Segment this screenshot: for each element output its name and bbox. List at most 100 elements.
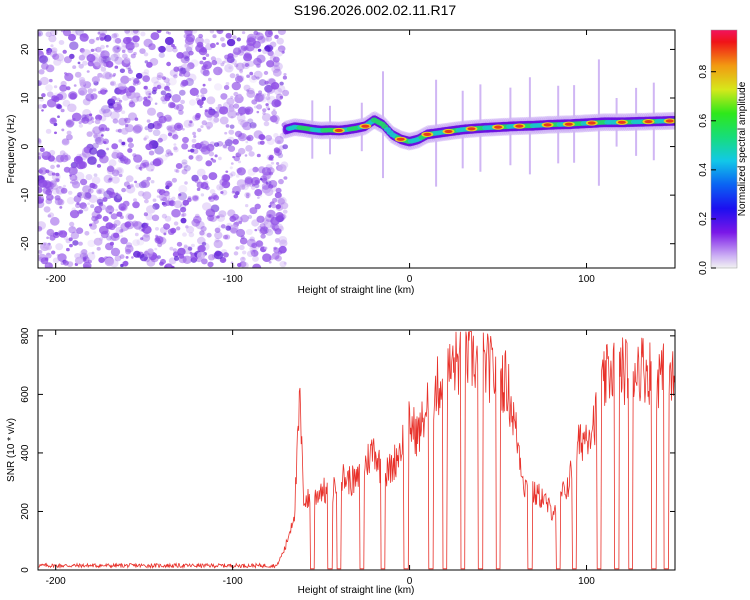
noise-blob — [142, 225, 152, 234]
noise-blob — [131, 77, 135, 81]
noise-blob — [38, 176, 41, 180]
noise-blob — [179, 203, 187, 210]
noise-blob — [164, 36, 174, 46]
noise-blob — [73, 155, 83, 165]
noise-blob — [224, 139, 233, 147]
noise-blob — [79, 250, 88, 258]
noise-blob — [254, 93, 264, 103]
noise-blob — [256, 240, 263, 247]
noise-blob — [234, 130, 243, 138]
noise-blob — [249, 236, 255, 242]
noise-blob — [181, 51, 191, 59]
noise-blob — [119, 229, 124, 233]
noise-blob — [93, 173, 98, 177]
noise-blob — [54, 131, 57, 135]
noise-blob — [182, 212, 187, 217]
noise-blob — [238, 106, 248, 115]
noise-blob — [193, 215, 202, 224]
noise-blob — [58, 40, 65, 45]
noise-blob — [180, 162, 188, 169]
noise-blob — [116, 194, 122, 199]
noise-blob — [180, 217, 187, 224]
noise-blob — [268, 184, 274, 190]
noise-blob — [86, 252, 96, 261]
noise-blob — [240, 256, 246, 262]
noise-blob — [195, 97, 201, 102]
noise-blob — [103, 141, 107, 144]
noise-blob — [252, 166, 259, 173]
noise-blob — [239, 237, 248, 245]
noise-blob — [191, 174, 199, 182]
noise-blob — [73, 195, 82, 203]
noise-blob — [262, 111, 266, 115]
noise-blob — [277, 198, 285, 205]
noise-blob — [202, 69, 210, 77]
spectrogram-y-tick-label: 20 — [20, 43, 31, 55]
noise-blob — [167, 31, 171, 35]
noise-blob — [50, 44, 54, 48]
noise-blob — [111, 151, 120, 159]
noise-blob — [216, 42, 219, 45]
noise-blob — [236, 228, 246, 238]
noise-blob — [143, 231, 151, 238]
noise-blob — [265, 105, 270, 109]
noise-blob — [112, 118, 119, 124]
noise-blob — [271, 110, 277, 116]
noise-blob — [224, 63, 234, 73]
noise-blob — [132, 30, 139, 34]
noise-blob — [263, 227, 268, 232]
noise-blob — [42, 104, 47, 109]
noise-blob — [112, 149, 121, 157]
noise-blob — [98, 124, 108, 132]
noise-blob — [100, 50, 110, 59]
noise-blob — [217, 30, 222, 33]
noise-blob — [53, 96, 60, 103]
noise-blob — [53, 58, 62, 66]
noise-blob — [283, 73, 287, 76]
noise-blob — [228, 66, 232, 70]
noise-blob — [246, 74, 251, 78]
noise-blob — [158, 189, 166, 196]
noise-blob — [155, 237, 161, 242]
noise-blob — [272, 108, 276, 111]
noise-blob — [134, 232, 139, 237]
noise-blob — [78, 54, 86, 61]
noise-blob — [105, 44, 109, 48]
noise-blob — [93, 132, 98, 137]
noise-blob — [258, 79, 267, 86]
noise-blob — [111, 169, 120, 177]
noise-blob — [76, 227, 84, 234]
noise-blob — [248, 75, 258, 83]
noise-blob — [164, 263, 173, 268]
noise-blob — [194, 179, 199, 183]
noise-blob — [137, 190, 145, 197]
noise-blob — [73, 84, 77, 87]
noise-blob — [133, 124, 143, 133]
noise-blob — [276, 37, 284, 45]
noise-blob — [202, 180, 209, 186]
noise-blob — [278, 236, 288, 244]
noise-blob — [148, 150, 155, 156]
noise-blob — [70, 181, 73, 184]
noise-blob — [133, 220, 137, 224]
noise-blob — [261, 113, 272, 122]
noise-blob — [108, 159, 117, 167]
noise-blob — [266, 60, 275, 68]
noise-blob — [208, 151, 215, 157]
noise-blob — [157, 122, 160, 126]
noise-blob — [40, 195, 44, 199]
noise-blob — [198, 33, 204, 39]
noise-blob — [230, 227, 238, 234]
noise-blob — [249, 122, 257, 129]
noise-blob — [159, 133, 168, 142]
noise-blob — [42, 245, 46, 249]
noise-blob — [38, 156, 42, 160]
noise-blob — [156, 111, 164, 119]
noise-blob — [264, 44, 273, 52]
noise-blob — [262, 93, 267, 97]
noise-blob — [106, 147, 110, 151]
noise-blob — [241, 183, 249, 191]
snr-x-tick-label: -100 — [223, 576, 243, 587]
noise-blob — [120, 127, 129, 135]
noise-blob — [264, 187, 274, 197]
